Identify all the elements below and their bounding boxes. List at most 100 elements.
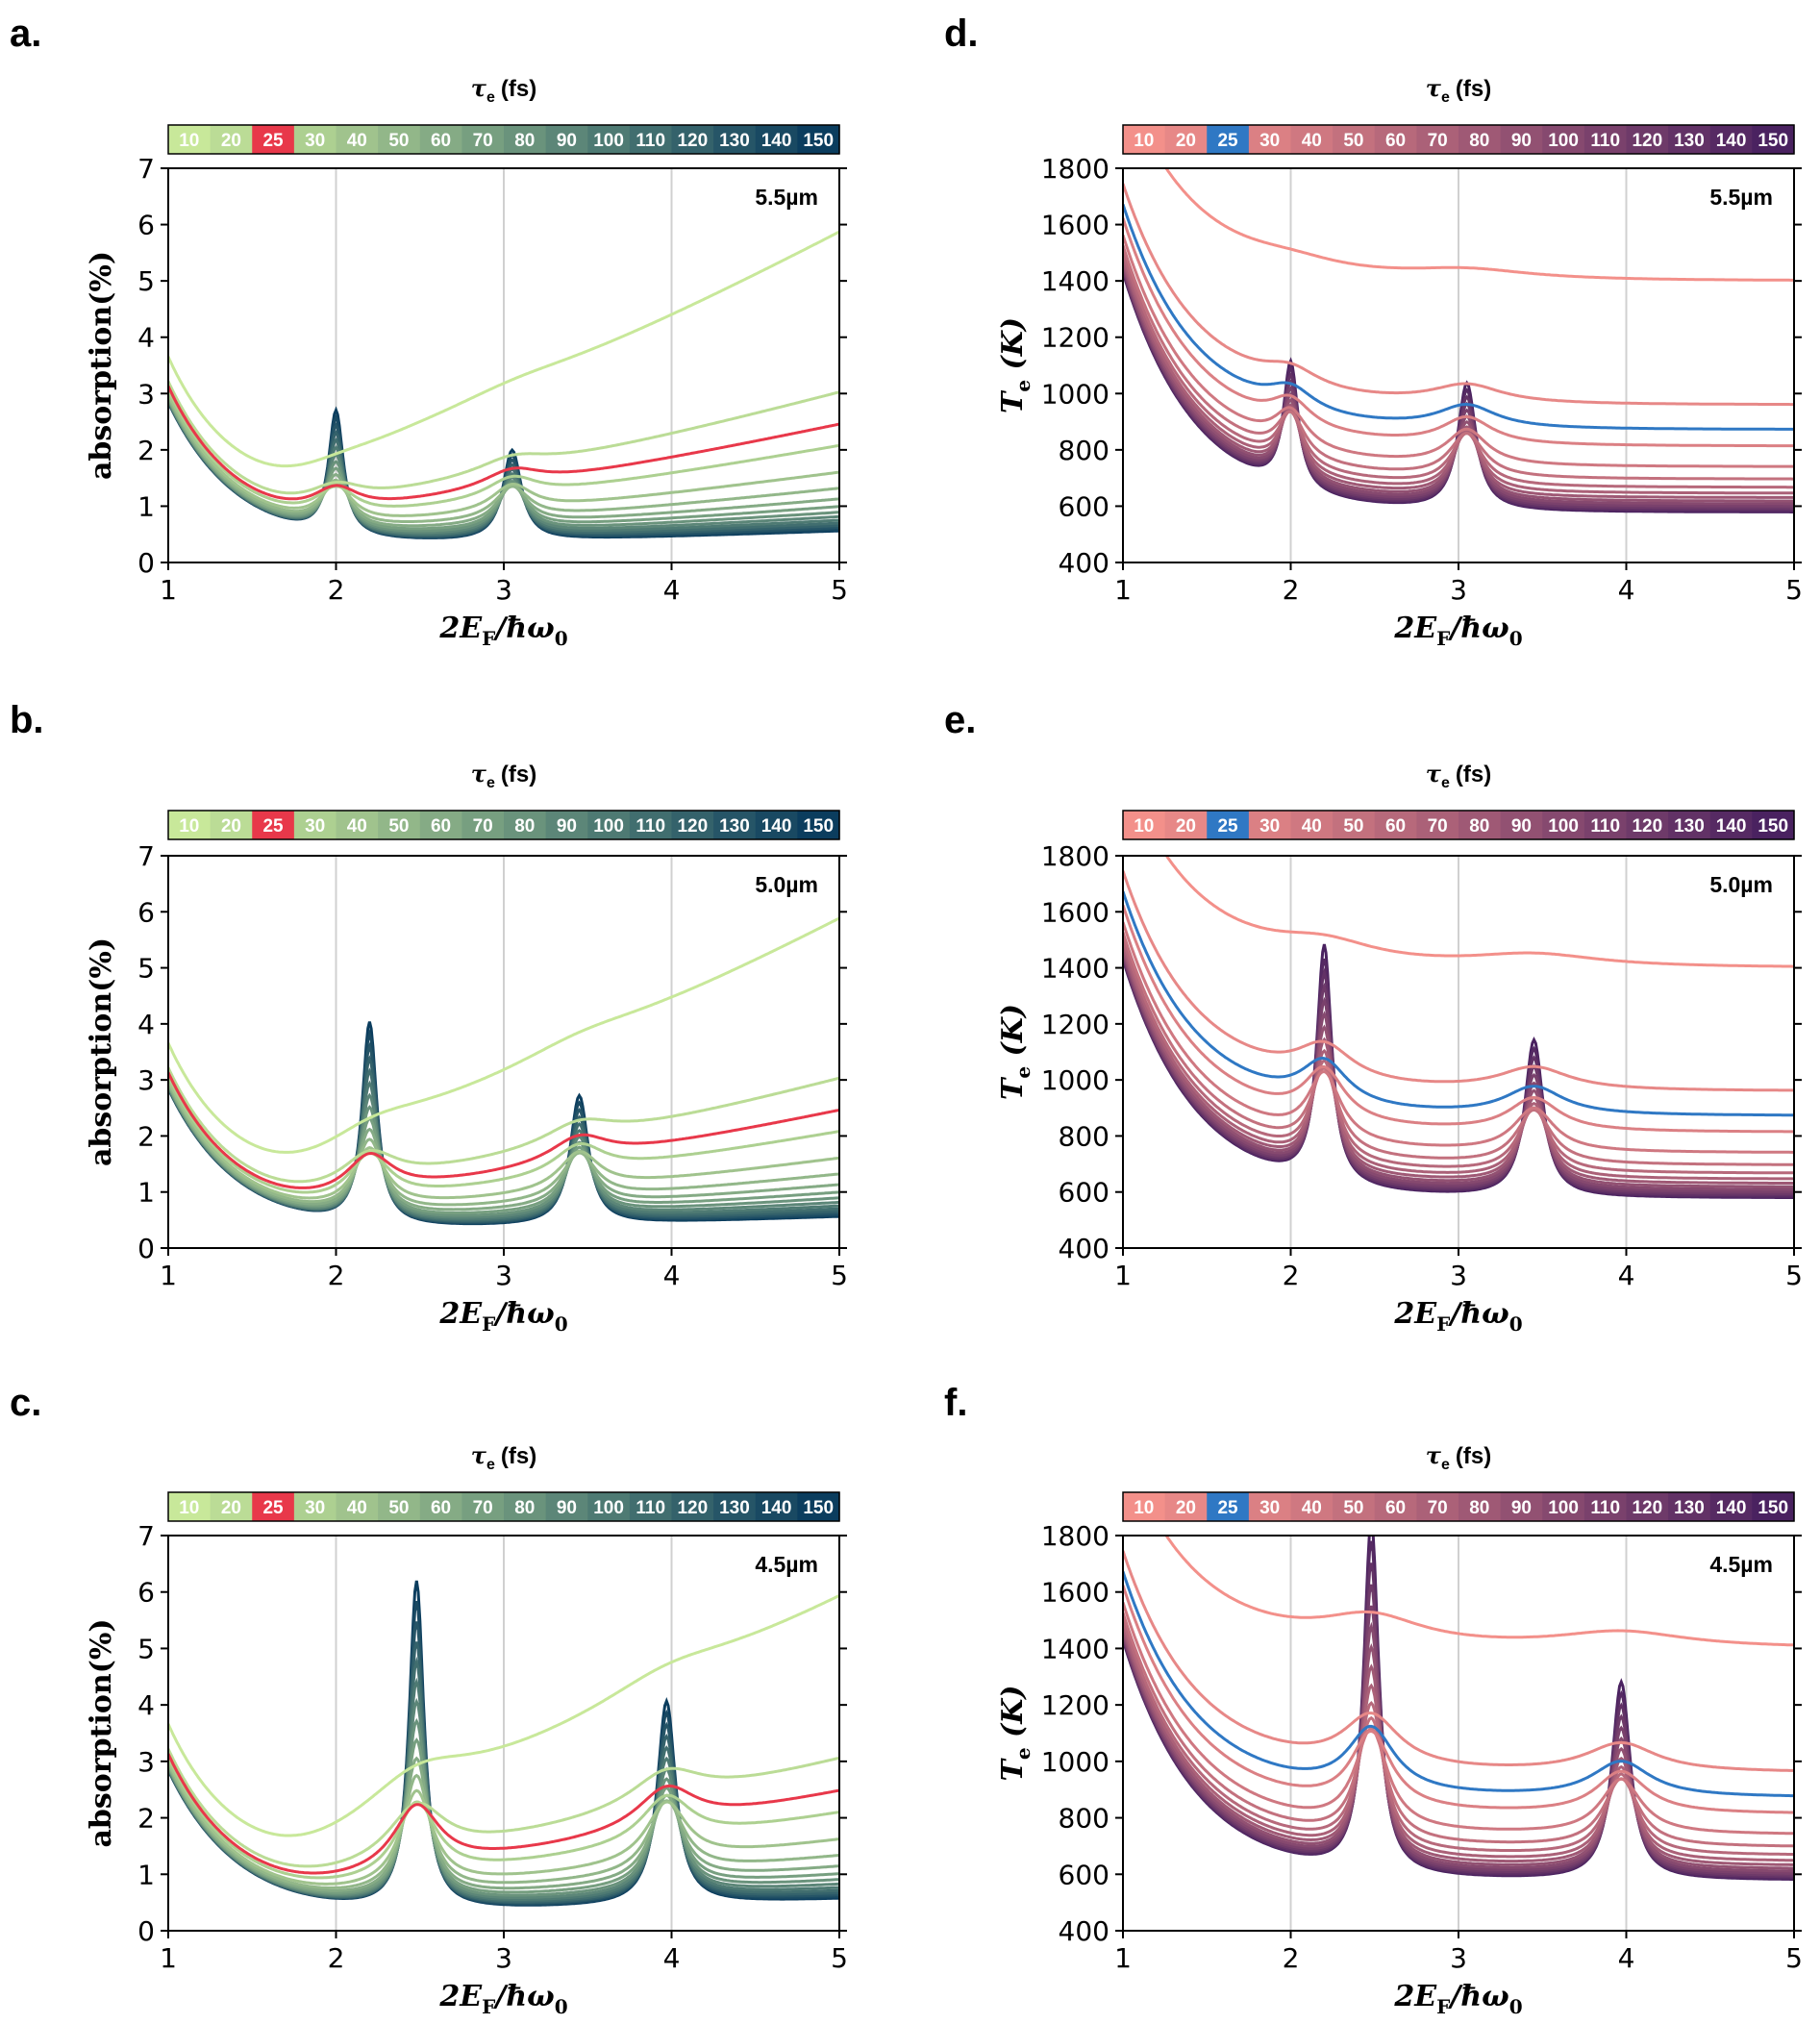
- colorbar-label: 110: [1590, 1498, 1620, 1518]
- colorbar-label: 120: [677, 1498, 708, 1518]
- colorbar-label: 150: [803, 1498, 834, 1518]
- series-line-tau-20: [168, 1748, 839, 1868]
- series-line-tau-20: [1123, 870, 1794, 1092]
- x-tick-label: 5: [831, 574, 848, 606]
- x-axis-label-sub2: 0: [1509, 1995, 1523, 2018]
- colorbar-frame: [1122, 124, 1795, 155]
- x-axis-label-sub: F: [1436, 1312, 1450, 1336]
- colorbar-label: 20: [221, 131, 241, 151]
- colorbar-segment: [1752, 811, 1795, 839]
- y-tick-label: 3: [137, 1064, 155, 1096]
- x-tick-label: 3: [1450, 574, 1467, 606]
- y-axis-label-main: T: [996, 1076, 1030, 1100]
- x-axis-label-main: 2E: [1393, 612, 1437, 645]
- wavelength-label-b: 5.0µm: [755, 872, 818, 897]
- series-line-tau-50: [168, 395, 839, 523]
- y-axis-label: Te (K): [996, 317, 1035, 413]
- series-line-tau-120: [1123, 1584, 1794, 1877]
- colorbar-title-subscript: e: [486, 1457, 495, 1473]
- colorbar-title-subscript: e: [1441, 89, 1450, 106]
- colorbar-segment: [587, 125, 631, 154]
- colorbar-segment: [1333, 811, 1376, 839]
- y-tick-label: 7: [137, 840, 155, 872]
- y-tick-label: 1: [137, 1859, 155, 1890]
- x-tick-label: 1: [160, 1260, 177, 1291]
- colorbar-segment: [1668, 125, 1711, 154]
- y-tick-label: 4: [137, 322, 155, 354]
- colorbar-label: 130: [719, 1498, 750, 1518]
- colorbar-label: 20: [1176, 816, 1196, 837]
- colorbar-label: 50: [388, 816, 409, 837]
- series-line-tau-90: [1123, 949, 1794, 1188]
- y-tick-label: 4: [137, 1009, 155, 1040]
- series-line-tau-90: [1123, 1630, 1794, 1870]
- series-line-tau-80: [1123, 947, 1794, 1185]
- colorbar-title: τe (fs): [471, 74, 536, 106]
- y-tick-label: 2: [137, 1120, 155, 1152]
- colorbar-segment: [1500, 125, 1543, 154]
- x-tick-label: 5: [1785, 574, 1803, 606]
- colorbar-segment: [1668, 811, 1711, 839]
- series-line-tau-50: [1123, 1612, 1794, 1848]
- colorbar-label: 70: [1428, 131, 1448, 151]
- colorbar-label: 140: [1716, 131, 1747, 151]
- colorbar-label: 20: [221, 1498, 241, 1518]
- colorbar-segment: [336, 125, 379, 154]
- colorbar-label: 30: [1259, 1498, 1280, 1518]
- series-line-tau-10: [1164, 168, 1794, 282]
- series-line-tau-60: [168, 1083, 839, 1212]
- colorbar-label: 10: [1134, 131, 1154, 151]
- colorbar-segment: [1626, 125, 1669, 154]
- colorbar-segment: [461, 811, 505, 839]
- colorbar-segment: [1626, 811, 1669, 839]
- x-tick-label: 1: [160, 574, 177, 606]
- panel-c: c.τe (fs)10 20 25 30 40 50 60 70 80 90 100 110 120 130…: [10, 1382, 848, 2018]
- colorbar-label: 90: [557, 816, 577, 837]
- series-line-tau-10: [1164, 856, 1794, 968]
- colorbar-label: 70: [473, 131, 493, 151]
- colorbar-label: 20: [1176, 131, 1196, 151]
- series-line-tau-50: [168, 1081, 839, 1207]
- colorbar-label: 25: [262, 131, 284, 151]
- colorbar-label: 30: [1259, 131, 1280, 151]
- series-line-tau-20: [168, 1066, 839, 1184]
- series-line-tau-120: [1123, 955, 1794, 1195]
- colorbar-segment: [1542, 125, 1585, 154]
- colorbar-segment: [671, 1492, 714, 1521]
- y-axis-label-main: T: [996, 1757, 1030, 1781]
- colorbar-title-unit: (fs): [1456, 76, 1491, 102]
- x-axis-label-sub: F: [482, 627, 495, 650]
- series-line-tau-30: [1123, 904, 1794, 1134]
- series-line-tau-30: [1123, 1585, 1794, 1814]
- colorbar-segment: [587, 811, 631, 839]
- colorbar-title-unit: (fs): [501, 1443, 536, 1469]
- colorbar-segment: [713, 125, 757, 154]
- colorbar-label: 90: [557, 1498, 577, 1518]
- colorbar-segment: [1164, 125, 1208, 154]
- curves-a: [168, 230, 839, 539]
- x-axis-label: 2EF/ħω0: [1393, 1297, 1522, 1336]
- colorbar-label: 50: [1343, 1498, 1363, 1518]
- colorbar-label: 130: [719, 131, 750, 151]
- colorbar-label: 140: [1716, 1498, 1747, 1518]
- colorbar-label: 80: [514, 816, 535, 837]
- series-line-tau-25: [1123, 890, 1794, 1117]
- x-tick-label: 4: [1618, 1260, 1635, 1291]
- colorbar-label: 70: [473, 1498, 493, 1518]
- series-line-tau-40: [168, 1079, 839, 1200]
- colorbar-segment: [1626, 1492, 1669, 1521]
- colorbar-segment: [629, 125, 673, 154]
- y-tick-label: 600: [1059, 1859, 1109, 1890]
- colorbar-segment: [1164, 811, 1208, 839]
- x-tick-label: 2: [328, 1942, 345, 1974]
- series-line-tau-25: [1123, 203, 1794, 431]
- colorbar-label: 130: [1674, 131, 1705, 151]
- colorbar-label: 140: [761, 131, 792, 151]
- colorbar-segment: [671, 811, 714, 839]
- colorbar-label: 130: [1674, 816, 1705, 837]
- x-tick-label: 3: [495, 1260, 512, 1291]
- colorbar-segment: [1290, 125, 1334, 154]
- colorbar-label: 110: [636, 816, 665, 837]
- series-line-tau-10: [1164, 1536, 1794, 1647]
- x-axis-label: 2EF/ħω0: [1393, 1980, 1522, 2018]
